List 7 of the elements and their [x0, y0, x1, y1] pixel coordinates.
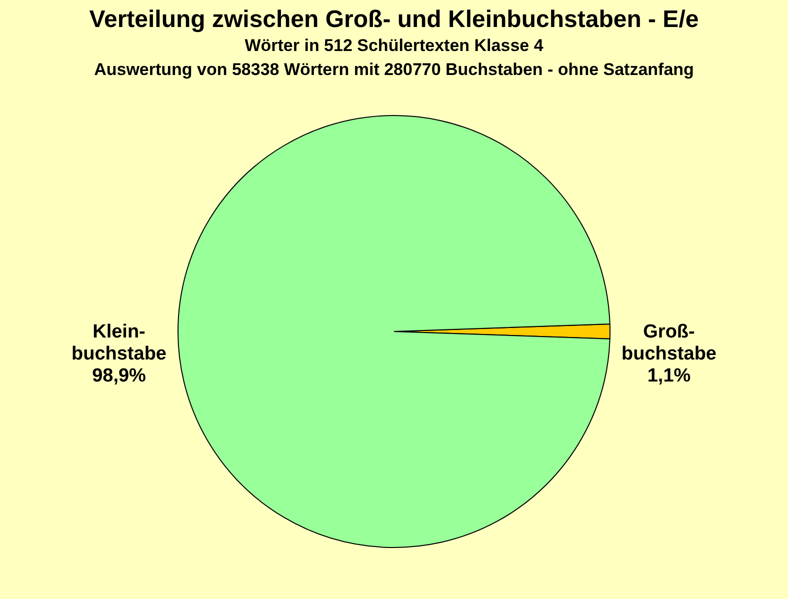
- data-label: 1,1%: [647, 365, 691, 386]
- chart-subtitle: Wörter in 512 Schülertexten Klasse 4 Auswertung von 58338 Wörtern mit 280770 Buchstaben - ohne Satzanfang: [94, 36, 694, 79]
- slice-label: Groß- buchstabe: [621, 321, 717, 364]
- pie-slice: [178, 115, 610, 548]
- slice-label: Klein- buchstabe: [71, 322, 167, 365]
- chart-title: Verteilung zwischen Groß- und Kleinbuchstaben - E/e: [89, 6, 699, 33]
- data-label: 98,9%: [92, 366, 146, 387]
